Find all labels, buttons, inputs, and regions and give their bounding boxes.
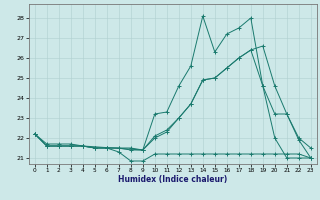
X-axis label: Humidex (Indice chaleur): Humidex (Indice chaleur) bbox=[118, 175, 228, 184]
